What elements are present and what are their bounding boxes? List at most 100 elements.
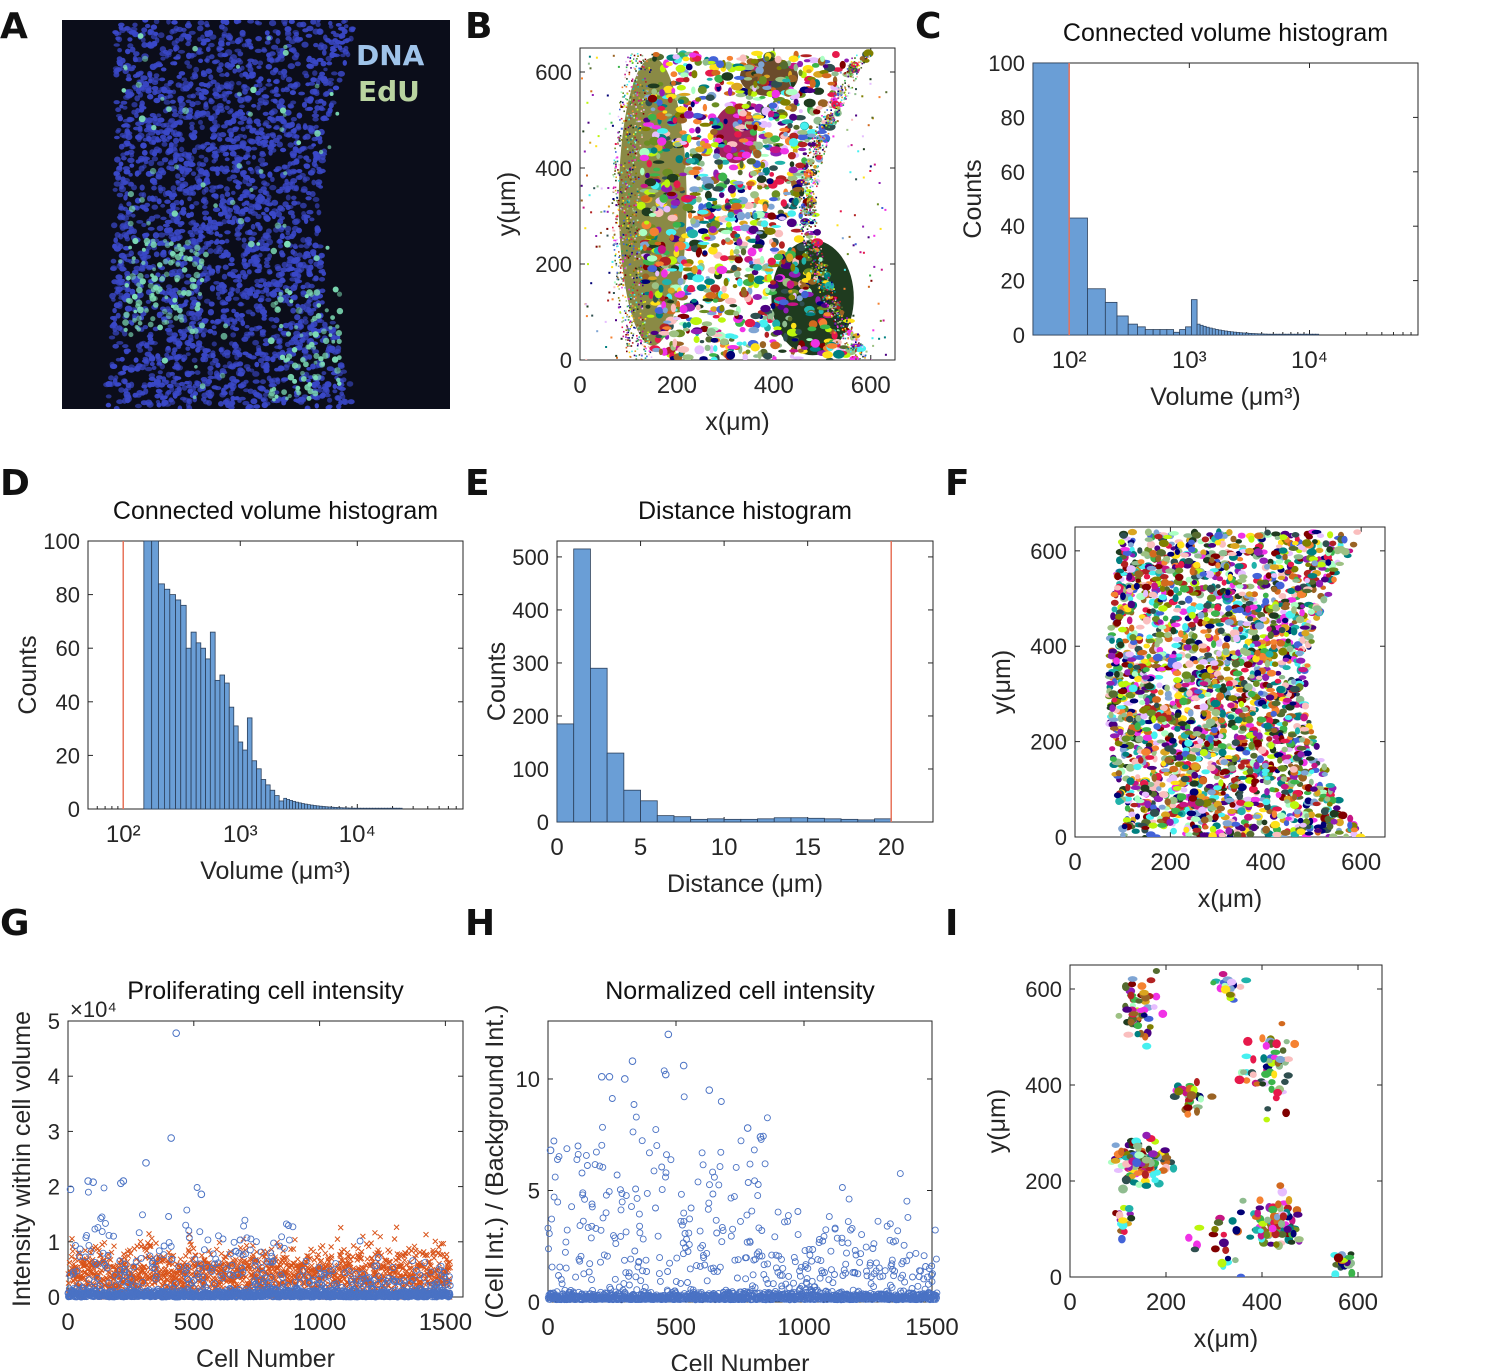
segmented-point-mark <box>636 335 638 337</box>
segmented-region-mark <box>752 264 763 271</box>
segmented-region-mark <box>761 315 768 320</box>
nucleus-mark <box>187 230 194 235</box>
segmented-region-mark <box>697 241 710 246</box>
segmented-region-mark <box>648 189 659 193</box>
nucleus-mark <box>326 366 334 372</box>
segmented-point-mark <box>642 98 644 101</box>
segmented-point-mark <box>813 170 816 173</box>
nucleus-mark <box>230 379 238 386</box>
nucleus-mark <box>117 115 124 122</box>
segmented-region-mark <box>817 99 829 108</box>
nucleus-mark <box>198 233 204 239</box>
edu-nucleus-mark <box>199 383 206 390</box>
segmented-point-mark <box>631 159 634 162</box>
nucleus-mark <box>111 222 118 229</box>
segmented-region-mark <box>669 234 675 241</box>
segmented-region-mark <box>826 343 838 349</box>
segmented-region-mark <box>688 212 693 219</box>
edu-nucleus-mark <box>157 262 163 268</box>
segmented-region-mark <box>752 294 763 300</box>
nucleus-mark <box>290 117 297 122</box>
nucleus-mark <box>108 381 115 388</box>
nucleus-mark <box>251 146 258 151</box>
segmented-point-mark <box>631 208 634 210</box>
nucleus-mark <box>313 153 319 158</box>
segmented-point-mark <box>803 235 805 238</box>
edu-nucleus-mark <box>199 322 205 329</box>
edu-nucleus-mark <box>128 245 133 250</box>
chart-b-x-tick-label: 600 <box>851 372 891 399</box>
nucleus-mark <box>221 206 227 212</box>
edu-nucleus-mark <box>184 239 191 246</box>
nucleus-mark <box>210 142 216 147</box>
nucleus-mark <box>280 207 286 212</box>
nucleus-mark <box>200 72 208 78</box>
segmented-region-mark <box>683 77 690 83</box>
segmented-point-mark <box>827 276 830 279</box>
segmented-region-mark <box>767 283 779 289</box>
nucleus-mark <box>294 340 300 346</box>
nucleus-mark <box>337 364 345 369</box>
nucleus-mark <box>135 343 143 349</box>
nucleus-mark <box>115 312 121 319</box>
segmented-point-mark <box>622 234 625 236</box>
segmented-point-mark <box>799 212 802 214</box>
segmented-point-mark <box>815 146 817 149</box>
nucleus-mark <box>113 246 121 252</box>
segmented-point-mark <box>641 330 644 333</box>
nucleus-mark <box>142 20 149 23</box>
nucleus-mark <box>250 223 256 230</box>
nucleus-mark <box>229 108 234 113</box>
segmented-region-mark <box>650 300 661 306</box>
segmented-point-mark <box>860 67 863 69</box>
segmented-region-mark <box>789 113 798 121</box>
nucleus-mark <box>319 300 325 305</box>
nucleus-mark <box>176 268 184 275</box>
nucleus-mark <box>192 129 198 135</box>
segmented-region-mark <box>682 267 693 272</box>
edu-nucleus-mark <box>336 291 343 297</box>
panel-letter-d: D <box>0 463 30 504</box>
nucleus-mark <box>253 289 260 295</box>
nucleus-mark <box>113 181 121 187</box>
nucleus-mark <box>247 167 254 171</box>
nucleus-mark <box>294 61 301 67</box>
nucleus-mark <box>211 341 217 347</box>
nucleus-mark <box>306 268 313 275</box>
nucleus-mark <box>222 288 228 294</box>
nucleus-mark <box>294 149 300 153</box>
edu-nucleus-mark <box>295 388 300 393</box>
segmented-region-mark <box>679 172 687 177</box>
segmented-region-mark <box>711 205 722 209</box>
nucleus-mark <box>200 110 207 116</box>
nucleus-mark <box>309 57 316 64</box>
nucleus-mark <box>156 225 164 232</box>
edu-nucleus-mark <box>304 294 309 299</box>
segmented-region-mark <box>758 76 767 85</box>
segmented-region-mark <box>683 274 688 280</box>
nucleus-mark <box>260 379 266 385</box>
nucleus-mark <box>125 48 131 55</box>
segmented-region-mark <box>723 144 732 154</box>
segmented-region-mark <box>720 255 729 262</box>
nucleus-mark <box>298 400 305 405</box>
nucleus-mark <box>208 231 214 235</box>
edu-nucleus-mark <box>149 295 157 302</box>
nucleus-mark <box>224 186 230 192</box>
segmented-point-mark <box>634 58 636 61</box>
segmented-point-mark <box>802 179 805 181</box>
segmented-point-mark <box>845 89 847 91</box>
nucleus-mark <box>216 86 222 93</box>
segmented-region-mark <box>753 124 758 131</box>
nucleus-mark <box>164 391 170 398</box>
segmented-region-mark <box>698 173 709 177</box>
segmented-point-mark <box>625 168 628 171</box>
segmented-point-mark <box>808 191 811 194</box>
nucleus-mark <box>150 24 158 30</box>
nucleus-mark <box>267 270 273 275</box>
segmented-region-mark <box>645 304 651 309</box>
segmented-region-mark <box>787 316 793 322</box>
segmented-region-mark <box>662 279 672 286</box>
segmented-point-mark <box>639 332 641 334</box>
edu-nucleus-mark <box>324 308 329 313</box>
